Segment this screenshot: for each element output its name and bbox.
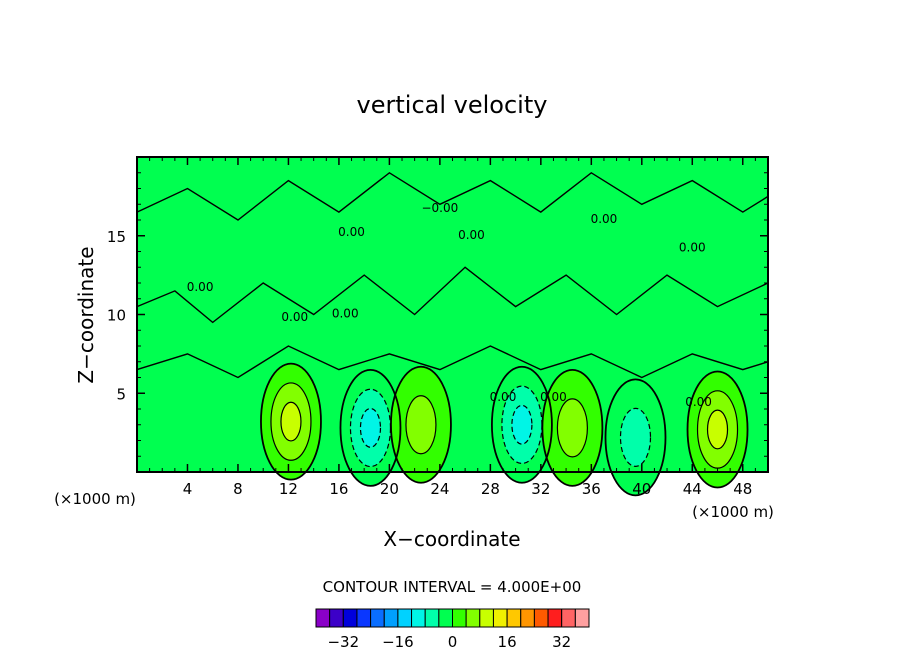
contour-line-zero [136,266,769,324]
colorbar-swatch [356,608,372,628]
contour-line [706,409,729,450]
x-tick-label: 44 [683,480,702,498]
colorbar-swatch [424,608,440,628]
contour-line-zero [136,171,769,221]
y-tick-label: 15 [107,228,126,246]
contour-line [511,404,533,445]
colorbar [315,608,590,628]
x-tick-label: 24 [430,480,449,498]
contour-fills [260,363,748,496]
contour-line [405,395,437,455]
contour-line [541,368,604,487]
colorbar-swatch [452,608,467,628]
colorbar-swatch [533,608,549,628]
x-unit-label-left: (×1000 m) [54,490,136,508]
contour-interval-text: CONTOUR INTERVAL = 4.000E+00 [323,578,582,596]
colorbar-swatch [574,608,590,628]
contour-label: 0.00 [281,310,308,324]
colorbar-tick-label: 32 [552,633,571,651]
contour-label: 0.00 [187,280,214,294]
colorbar-swatch [411,608,426,628]
contour-line [619,407,652,467]
contour-label: 0.00 [338,225,365,239]
colorbar-tick-label: 0 [448,633,458,651]
contour-fill [557,398,588,457]
colorbar-swatch [479,608,494,628]
colorbar-tick-label: −32 [327,633,359,651]
contour-line [686,370,749,489]
contour-lines [136,171,769,497]
chart-title: vertical velocity [357,91,548,119]
contour-label: 0.00 [679,241,706,255]
contour-line [556,398,588,458]
contour-label: 0.00 [591,212,618,226]
contour-line [491,365,553,484]
colorbar-swatch [315,608,331,628]
contour-label: 0.00 [490,390,517,404]
colorbar-tick-labels: −32 −16 0 16 32 [327,633,571,651]
contour-fill [405,395,436,454]
y-axis-ticks: 5 10 15 [107,172,768,457]
colorbar-swatch [492,608,508,628]
y-axis-label: Z−coordinate [74,246,98,383]
colorbar-swatch [370,608,385,628]
x-tick-label: 28 [481,480,500,498]
contour-labels: 0.00 0.00 0.00 0.00 0.00 0.00 0.00 0.00 0.00 0.00… [187,201,712,409]
colorbar-swatch [506,608,522,628]
colorbar-swatch [342,608,358,628]
contour-line-zero [136,345,769,379]
contour-fill [360,408,381,448]
contour-fill [707,410,728,449]
contour-line [280,401,302,442]
contour-line [390,365,452,484]
contour-label: 0.00 [540,390,567,404]
contour-label: 0.00 [685,395,712,409]
colorbar-swatch [561,608,576,628]
x-tick-label: 4 [183,480,193,498]
contour-line [604,378,667,497]
contour-label: −0.00 [421,201,458,215]
colorbar-tick-label: 16 [498,633,517,651]
colorbar-swatch [329,608,344,628]
colorbar-swatch [520,608,535,628]
contour-line [339,368,402,487]
x-tick-label: 36 [582,480,601,498]
contour-label: 0.00 [458,228,485,242]
x-tick-label: 8 [233,480,243,498]
x-tick-label: 16 [329,480,348,498]
contour-fill [280,402,301,441]
contour-line [260,362,322,481]
colorbar-swatch [547,608,563,628]
x-axis-ticks: 4 8 12 16 20 24 28 32 36 40 44 48 [149,157,756,498]
contour-line [359,407,382,448]
contour-line [270,382,312,461]
x-tick-label: 48 [733,480,752,498]
x-tick-label: 40 [632,480,651,498]
contour-label: 0.00 [332,307,359,321]
x-tick-label: 20 [380,480,399,498]
contour-plot: 0.00 0.00 0.00 0.00 0.00 0.00 0.00 0.00 0.00 0.00… [107,156,769,498]
colorbar-swatch [465,608,481,628]
y-tick-label: 5 [116,385,126,403]
colorbar-tick-label: −16 [382,633,414,651]
colorbar-swatch [383,608,399,628]
x-axis-label: X−coordinate [383,527,520,551]
contour-fill [620,408,651,467]
colorbar-swatch [438,608,454,628]
contour-fill [511,405,532,445]
colorbar-swatch [397,608,413,628]
y-tick-label: 10 [107,307,126,325]
x-unit-label-right: (×1000 m) [692,503,774,521]
x-tick-label: 12 [279,480,298,498]
x-tick-label: 32 [531,480,550,498]
